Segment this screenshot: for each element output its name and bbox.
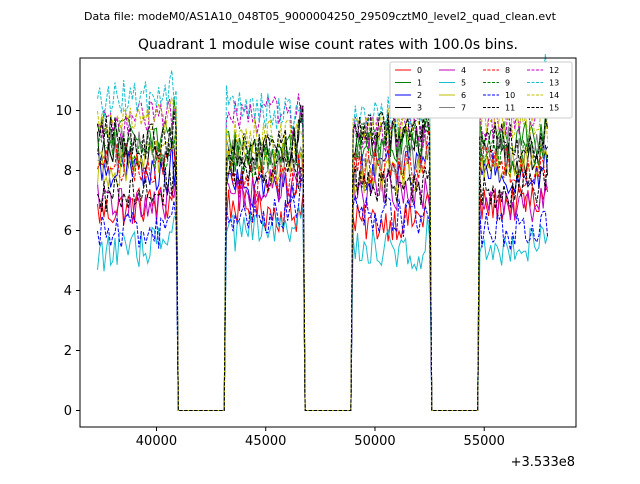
legend-label-0: 0 (417, 66, 422, 75)
legend-label-14: 14 (549, 91, 559, 100)
legend-box (389, 61, 573, 119)
axes-layer: 40000 45000 50000 55000 0 2 4 6 8 10 (55, 104, 504, 449)
x-tick-label: 40000 (136, 434, 177, 449)
legend-label-11: 11 (505, 104, 515, 113)
legend-label-9: 9 (505, 79, 510, 88)
legend-label-6: 6 (461, 91, 466, 100)
legend-label-1: 1 (417, 79, 422, 88)
y-tick-label: 6 (64, 224, 72, 239)
chart-title: Quadrant 1 module wise count rates with … (138, 37, 518, 53)
legend-label-12: 12 (549, 66, 559, 75)
y-tick-label: 0 (64, 404, 72, 419)
legend-label-4: 4 (461, 66, 466, 75)
series-line-14 (97, 90, 549, 411)
y-tick-label: 2 (64, 344, 72, 359)
legend-label-5: 5 (461, 79, 466, 88)
legend-label-15: 15 (549, 104, 559, 113)
x-offset-label: +3.533e8 (511, 455, 575, 470)
axes-frame (79, 57, 577, 428)
legend-label-7: 7 (461, 104, 466, 113)
y-tick-label: 4 (64, 284, 72, 299)
series-layer (97, 54, 549, 411)
y-tick-label: 10 (55, 104, 72, 119)
legend-label-2: 2 (417, 91, 422, 100)
legend-label-13: 13 (549, 79, 559, 88)
y-tick-label: 8 (64, 164, 72, 179)
x-tick-label: 55000 (464, 434, 505, 449)
x-tick-label: 50000 (354, 434, 395, 449)
data-file-suptitle: Data file: modeM0/AS1A10_048T05_90000042… (84, 10, 557, 23)
x-tick-label: 45000 (245, 434, 286, 449)
legend-label-8: 8 (505, 66, 510, 75)
legend-label-3: 3 (417, 104, 422, 113)
legend-label-10: 10 (505, 91, 515, 100)
